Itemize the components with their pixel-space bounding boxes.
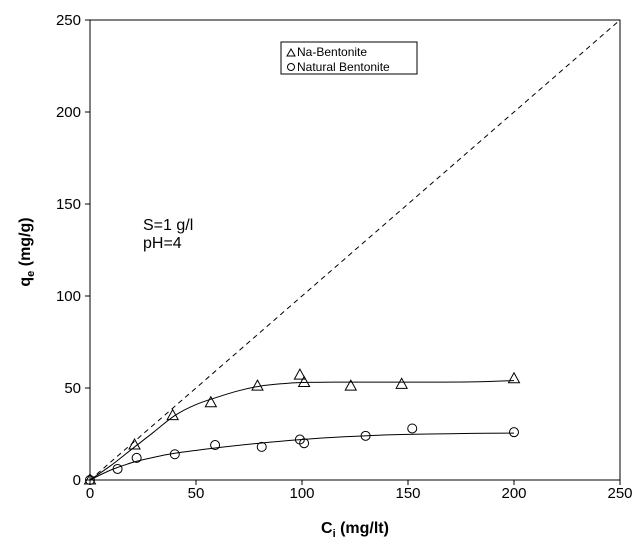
x-axis-label-main: C [321, 520, 333, 537]
legend-label-natural-bentonite: Natural Bentonite [297, 60, 390, 74]
data-point-natural-bentonite [509, 427, 519, 438]
data-point-na-bentonite [293, 368, 307, 380]
data-point-natural-bentonite [169, 449, 180, 460]
x-tick-label: 100 [289, 485, 314, 502]
x-tick-label: 50 [188, 485, 205, 502]
y-axis-label-main: q [17, 277, 34, 287]
fit-curve-natural-bentonite [89, 432, 515, 481]
data-point-na-bentonite [204, 395, 218, 408]
annotation-ph: pH=4 [143, 235, 182, 252]
x-axis-label: Ci (mg/lt) [321, 520, 389, 540]
data-point-natural-bentonite [85, 475, 95, 485]
data-point-natural-bentonite [131, 452, 142, 463]
data-point-natural-bentonite [360, 430, 371, 441]
legend-label-na-bentonite: Na-Bentonite [297, 45, 367, 59]
x-axis-label-rest: (mg/lt) [336, 520, 389, 537]
legend-box [280, 41, 418, 75]
y-tick-label: 0 [73, 472, 81, 489]
data-point-na-bentonite [344, 379, 358, 391]
y-axis-label: qe (mg/g) [17, 217, 37, 286]
annotation-dose: S=1 g/l [143, 217, 193, 234]
data-point-na-bentonite [128, 438, 141, 450]
data-point-natural-bentonite [112, 463, 123, 474]
y-tick-label: 250 [56, 12, 81, 29]
data-point-na-bentonite [507, 371, 521, 384]
data-point-na-bentonite [395, 377, 408, 389]
data-point-natural-bentonite [210, 440, 221, 451]
data-point-na-bentonite [166, 408, 180, 421]
data-point-natural-bentonite [407, 423, 418, 434]
y-tick-label: 50 [64, 380, 81, 397]
x-tick-label: 250 [607, 485, 632, 502]
legend-marker-na-bentonite [286, 47, 296, 57]
data-point-natural-bentonite [256, 441, 267, 452]
legend: Na-Bentonite Natural Bentonite [280, 41, 418, 75]
y-tick-label: 200 [56, 104, 81, 121]
data-point-na-bentonite [297, 375, 311, 387]
data-point-natural-bentonite [299, 438, 310, 449]
x-tick-label: 200 [501, 485, 526, 502]
plot-frame [89, 19, 621, 481]
x-axis-label-sub: i [333, 528, 336, 540]
plot-area: 0 50 100 150 200 250 0 50 100 150 200 250 [56, 12, 633, 502]
y-axis-label-sub: e [25, 271, 37, 277]
y-tick-label: 150 [56, 196, 81, 213]
y-tick-label: 100 [56, 288, 81, 305]
x-tick-label: 150 [395, 485, 420, 502]
fit-curve-na-bentonite [89, 380, 515, 481]
data-point-na-bentonite [251, 379, 264, 391]
legend-marker-natural-bentonite [287, 63, 295, 71]
x-tick-label: 0 [86, 485, 94, 502]
y-axis-label-rest: (mg/g) [17, 217, 34, 270]
